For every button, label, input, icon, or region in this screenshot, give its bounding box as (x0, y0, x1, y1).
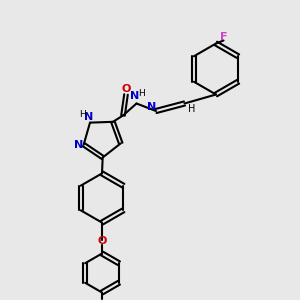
Text: O: O (121, 84, 131, 94)
Text: N: N (130, 91, 140, 101)
Text: H: H (188, 104, 196, 114)
Text: N: N (84, 112, 93, 122)
Text: H: H (139, 89, 145, 98)
Text: N: N (74, 140, 83, 150)
Text: N: N (147, 101, 156, 112)
Text: F: F (220, 32, 227, 43)
Text: H: H (79, 110, 86, 119)
Text: O: O (97, 236, 107, 247)
